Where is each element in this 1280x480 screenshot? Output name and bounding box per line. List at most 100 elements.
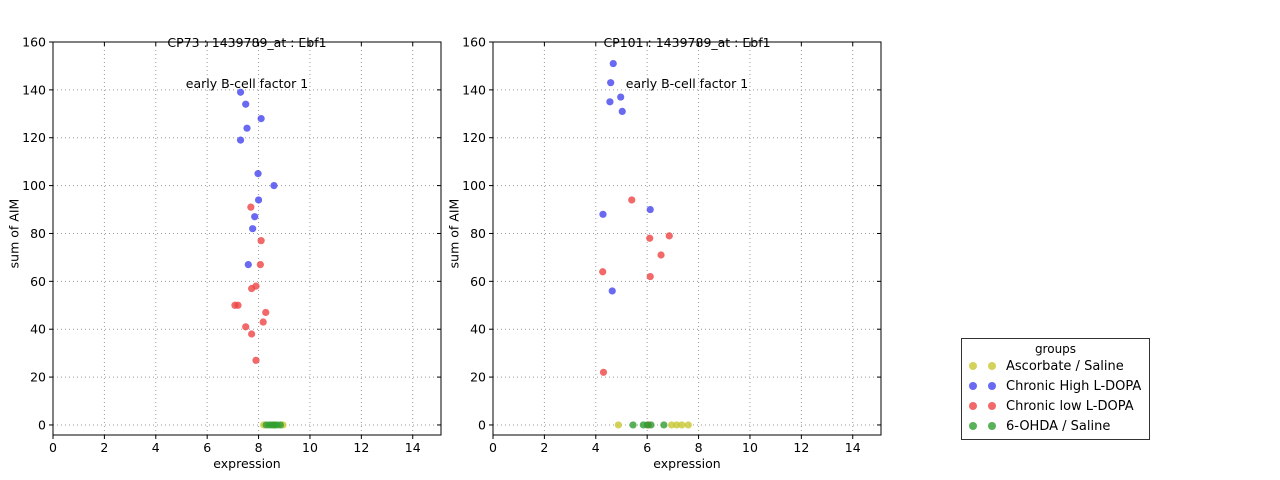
data-point bbox=[236, 88, 245, 96]
y-tick-label: 120 bbox=[22, 130, 46, 145]
x-tick-label: 6 bbox=[643, 440, 651, 455]
data-point bbox=[252, 356, 260, 364]
data-point bbox=[678, 421, 686, 429]
y-tick-label: 40 bbox=[30, 322, 46, 337]
data-point bbox=[247, 203, 255, 211]
y-tick-label: 160 bbox=[462, 35, 486, 50]
data-point bbox=[607, 79, 615, 87]
data-point bbox=[657, 251, 665, 259]
x-tick-label: 12 bbox=[793, 440, 809, 455]
data-point bbox=[646, 205, 654, 214]
y-tick-label: 100 bbox=[22, 178, 46, 193]
axes-box bbox=[52, 41, 442, 436]
data-point bbox=[270, 182, 278, 190]
legend-entry-label: 6-OHDA / Saline bbox=[1006, 418, 1111, 434]
plot1-title: CP73 : 1439789_at : Ebf1 bbox=[167, 35, 327, 50]
legend-title: groups bbox=[1034, 342, 1077, 356]
data-point bbox=[249, 225, 257, 233]
x-tick-label: 4 bbox=[152, 440, 160, 455]
data-point bbox=[673, 421, 681, 429]
legend-marker-icon bbox=[988, 362, 996, 370]
data-point bbox=[248, 330, 256, 338]
data-point bbox=[256, 260, 264, 269]
data-point bbox=[248, 284, 256, 293]
legend-marker-icon bbox=[969, 382, 977, 390]
data-point bbox=[618, 107, 626, 116]
plot2-y-axis-label: sum of AIM bbox=[446, 198, 462, 269]
legend: groups Ascorbate / Saline Chronic High L… bbox=[961, 338, 1150, 440]
y-tick-label: 20 bbox=[470, 370, 486, 385]
legend-marker-icon bbox=[969, 362, 977, 370]
x-tick-label: 4 bbox=[592, 440, 600, 455]
legend-entry-ascorbate-saline: Ascorbate / Saline bbox=[962, 356, 1149, 376]
data-point bbox=[257, 114, 265, 123]
legend-marker-icon bbox=[969, 422, 977, 430]
data-point bbox=[606, 98, 614, 106]
plot1-subtitle: early B-cell factor 1 bbox=[185, 75, 309, 91]
data-point bbox=[646, 234, 654, 242]
plot1-x-axis-label: expression bbox=[213, 456, 281, 471]
data-point bbox=[276, 421, 285, 429]
legend-entry-label: Chronic High L-DOPA bbox=[1006, 378, 1142, 394]
x-tick-label: 8 bbox=[695, 440, 703, 455]
x-tick-label: 12 bbox=[353, 440, 369, 455]
x-tick-label: 14 bbox=[405, 440, 421, 455]
legend-entry-chronic-low-ldopa: Chronic low L-DOPA bbox=[962, 396, 1149, 416]
data-point bbox=[599, 368, 608, 376]
x-tick-label: 0 bbox=[489, 440, 497, 455]
data-point bbox=[647, 421, 655, 429]
data-point bbox=[254, 170, 262, 178]
legend-entry-label: Ascorbate / Saline bbox=[1006, 358, 1124, 374]
y-tick-label: 160 bbox=[22, 35, 46, 50]
plot1-y-axis-label: sum of AIM bbox=[6, 198, 22, 269]
y-tick-label: 140 bbox=[22, 82, 46, 97]
data-point bbox=[257, 237, 265, 245]
axes-box bbox=[492, 41, 882, 436]
data-point bbox=[262, 308, 270, 317]
data-point bbox=[254, 196, 263, 204]
data-point bbox=[244, 260, 252, 269]
y-tick-label: 80 bbox=[30, 226, 46, 241]
data-point bbox=[665, 232, 673, 240]
x-tick-label: 0 bbox=[49, 440, 57, 455]
data-point bbox=[242, 323, 250, 331]
legend-marker-icon bbox=[969, 402, 977, 410]
x-tick-label: 2 bbox=[540, 440, 548, 455]
legend-entry-label: Chronic low L-DOPA bbox=[1006, 398, 1134, 414]
data-point bbox=[629, 421, 637, 429]
legend-entry-6ohda-saline: 6-OHDA / Saline bbox=[962, 416, 1149, 436]
plot2-subtitle: early B-cell factor 1 bbox=[625, 75, 749, 91]
plot2-x-axis-label: expression bbox=[653, 456, 721, 471]
plot1-title-block: CP73 : 1439789_at : Ebf1 early B-cell fa… bbox=[53, 9, 441, 117]
x-tick-label: 6 bbox=[203, 440, 211, 455]
data-point bbox=[628, 196, 636, 204]
data-point bbox=[646, 272, 654, 281]
y-tick-label: 0 bbox=[38, 417, 46, 432]
legend-marker-icon bbox=[988, 402, 996, 410]
y-tick-label: 20 bbox=[30, 370, 46, 385]
y-tick-label: 40 bbox=[470, 322, 486, 337]
data-point bbox=[614, 421, 622, 429]
data-point bbox=[236, 136, 245, 144]
legend-entry-chronic-high-ldopa: Chronic High L-DOPA bbox=[962, 376, 1149, 396]
data-point bbox=[231, 301, 239, 309]
x-tick-label: 2 bbox=[100, 440, 108, 455]
y-tick-label: 60 bbox=[470, 274, 486, 289]
y-tick-label: 100 bbox=[462, 178, 486, 193]
y-tick-label: 140 bbox=[462, 82, 486, 97]
legend-marker-icon bbox=[988, 382, 996, 390]
data-point bbox=[251, 213, 259, 221]
data-point bbox=[259, 318, 267, 326]
data-point bbox=[243, 124, 251, 132]
data-point bbox=[599, 268, 607, 276]
y-tick-label: 120 bbox=[462, 130, 486, 145]
x-tick-label: 10 bbox=[302, 440, 318, 455]
plot2-title: CP101 : 1439789_at : Ebf1 bbox=[603, 35, 771, 50]
data-point bbox=[617, 93, 625, 101]
x-tick-label: 10 bbox=[742, 440, 758, 455]
data-point bbox=[660, 421, 668, 429]
y-tick-label: 60 bbox=[30, 274, 46, 289]
data-point bbox=[609, 59, 617, 68]
